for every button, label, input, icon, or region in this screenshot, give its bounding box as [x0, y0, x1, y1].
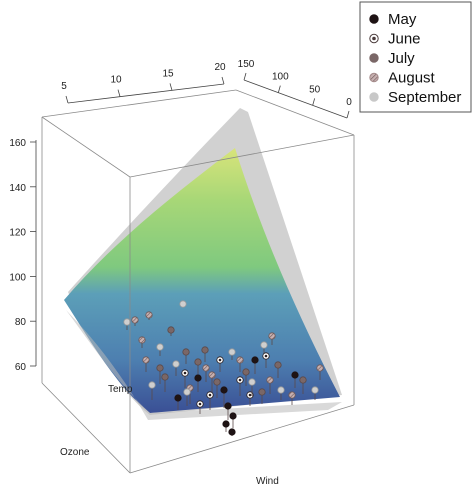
legend-marker [369, 53, 379, 63]
x-axis: 5 10 15 20 [61, 62, 226, 104]
z-tick-label: 60 [15, 362, 27, 373]
data-point-center [198, 402, 202, 406]
data-point [288, 391, 296, 399]
data-point [277, 386, 285, 394]
x-tick-label: 10 [110, 75, 122, 86]
data-point-center [238, 378, 242, 382]
data-point [222, 420, 230, 428]
legend-item: July [369, 50, 415, 67]
data-point [183, 388, 191, 396]
legend-marker-center [372, 36, 376, 41]
data-point [167, 326, 175, 334]
data-point [220, 386, 228, 394]
data-point [172, 360, 180, 368]
y-tick-mark [312, 98, 316, 106]
legend-item: August [369, 70, 436, 87]
data-point [213, 378, 221, 386]
y-tick-mark [277, 85, 281, 93]
data-point [156, 343, 164, 351]
data-point [202, 364, 210, 372]
legend-label: August [388, 70, 436, 87]
y-tick-mark [346, 110, 350, 119]
x-tick-mark [117, 89, 121, 97]
data-point [260, 341, 268, 349]
data-point [148, 381, 156, 389]
data-point [182, 348, 190, 356]
legend-marker [369, 14, 379, 24]
data-point [228, 428, 236, 436]
legend-item: May [369, 11, 417, 28]
data-point [194, 374, 202, 382]
data-point [316, 364, 324, 372]
z-tick-label: 120 [9, 228, 26, 239]
x-tick-label: 20 [214, 62, 226, 73]
legend-marker [369, 92, 379, 102]
x-tick-mark [65, 95, 69, 104]
z-axis-title: Ozone [60, 447, 90, 458]
x-tick-label: 5 [61, 81, 67, 92]
data-point-center [264, 354, 268, 358]
data-point [131, 316, 139, 324]
y-axis: 150 100 50 0 [238, 59, 352, 119]
fitted-surface [64, 148, 340, 413]
data-point [194, 358, 202, 366]
data-point [145, 311, 153, 319]
y-axis-title: Wind [256, 476, 279, 485]
data-point [161, 373, 169, 381]
y-tick-label: 50 [309, 84, 321, 95]
data-point [251, 356, 259, 364]
box-front-edges [41, 116, 355, 474]
legend: May June July August September [359, 1, 472, 113]
box-back-edges [41, 89, 355, 383]
y-tick-label: 150 [238, 59, 255, 70]
y-tick-label: 0 [346, 97, 352, 108]
data-points [123, 300, 324, 436]
data-point [274, 361, 282, 369]
z-tick-label: 160 [9, 138, 26, 149]
legend-item: September [369, 89, 461, 106]
y-tick-label: 100 [272, 72, 289, 83]
data-point [201, 346, 209, 354]
data-point [123, 318, 131, 326]
data-point [268, 332, 276, 340]
z-tick-label: 100 [9, 272, 26, 283]
z-tick-label: 80 [15, 317, 27, 328]
data-point [138, 336, 146, 344]
data-point [228, 348, 236, 356]
legend-label: June [388, 31, 421, 48]
legend-label: July [388, 50, 415, 67]
legend-marker [369, 72, 379, 83]
data-point [248, 378, 256, 386]
z-tick-label: 140 [9, 183, 26, 194]
data-point [291, 371, 299, 379]
data-point [179, 300, 187, 308]
legend-label: September [388, 89, 461, 106]
x-tick-mark [221, 76, 225, 85]
data-point [311, 386, 319, 394]
data-point [156, 364, 164, 372]
data-point [174, 394, 182, 402]
data-point [236, 356, 244, 364]
legend-label: May [388, 11, 417, 28]
data-point [229, 412, 237, 420]
x-axis-title: Temp [108, 384, 133, 395]
data-point [242, 368, 250, 376]
data-point [224, 402, 232, 410]
data-point [208, 371, 216, 379]
data-point-center [248, 393, 252, 397]
x-tick-label: 15 [162, 68, 174, 79]
data-point-center [183, 371, 187, 375]
legend-item: June [369, 31, 421, 48]
data-point [299, 376, 307, 384]
data-point [142, 356, 150, 364]
y-tick-mark [243, 72, 247, 81]
data-point [258, 388, 266, 396]
data-point [266, 376, 274, 384]
z-axis: 160 140 120 100 80 60 [9, 138, 37, 373]
x-tick-mark [169, 83, 173, 91]
data-point-center [208, 393, 212, 397]
data-point-center [218, 358, 222, 362]
confidence-surface-lower [66, 310, 342, 420]
